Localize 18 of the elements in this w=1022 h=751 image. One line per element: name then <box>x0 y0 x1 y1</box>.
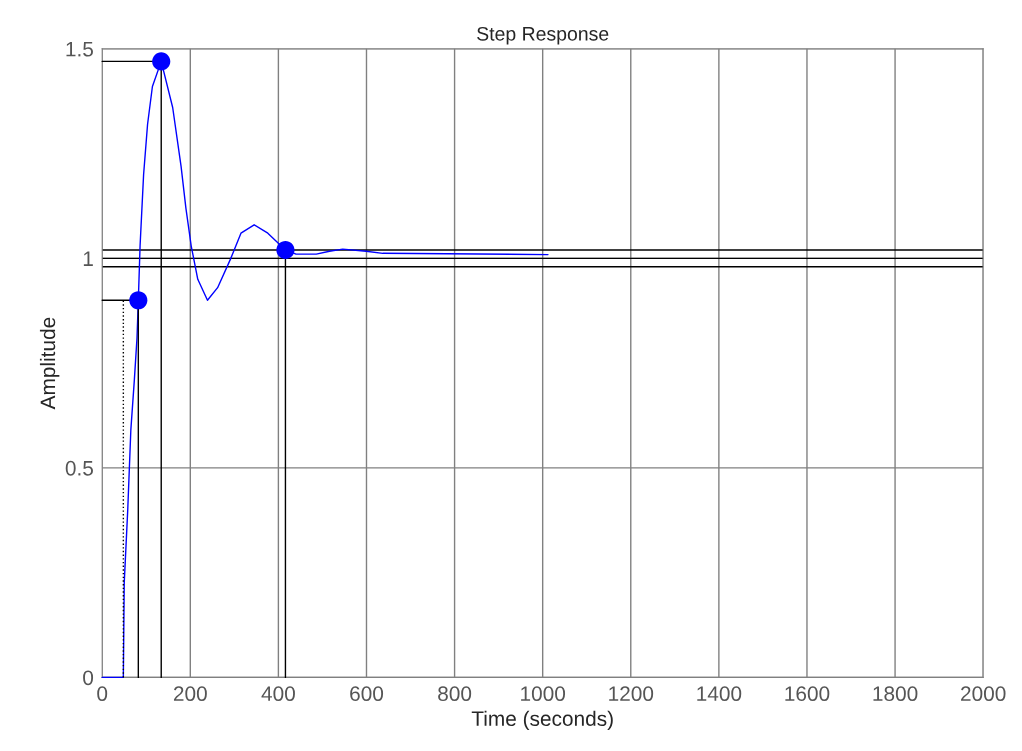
x-tick-label: 800 <box>438 686 472 702</box>
x-tick-label: 1000 <box>521 686 566 702</box>
x-tick-label: 200 <box>173 686 207 702</box>
x-tick-label: 1200 <box>609 686 654 702</box>
x-tick-label: 600 <box>350 686 384 702</box>
x-tick-label: 400 <box>261 686 295 702</box>
x-tick-label: 0 <box>97 686 108 702</box>
x-tick-label: 1800 <box>873 686 918 702</box>
x-tick-label: 2000 <box>961 686 1006 702</box>
y-tick-label: 1.5 <box>66 42 93 57</box>
x-tick-label: 1400 <box>697 686 742 702</box>
y-tick-label: 0.5 <box>65 460 93 476</box>
x-axis-title: Time (seconds) <box>471 710 613 731</box>
chart-title: Step Response <box>477 26 609 45</box>
y-tick-label: 0 <box>83 670 94 686</box>
y-axis-title: Amplitude <box>39 317 60 410</box>
y-tick-label: 1 <box>83 251 93 266</box>
x-tick-label: 1600 <box>785 686 830 702</box>
